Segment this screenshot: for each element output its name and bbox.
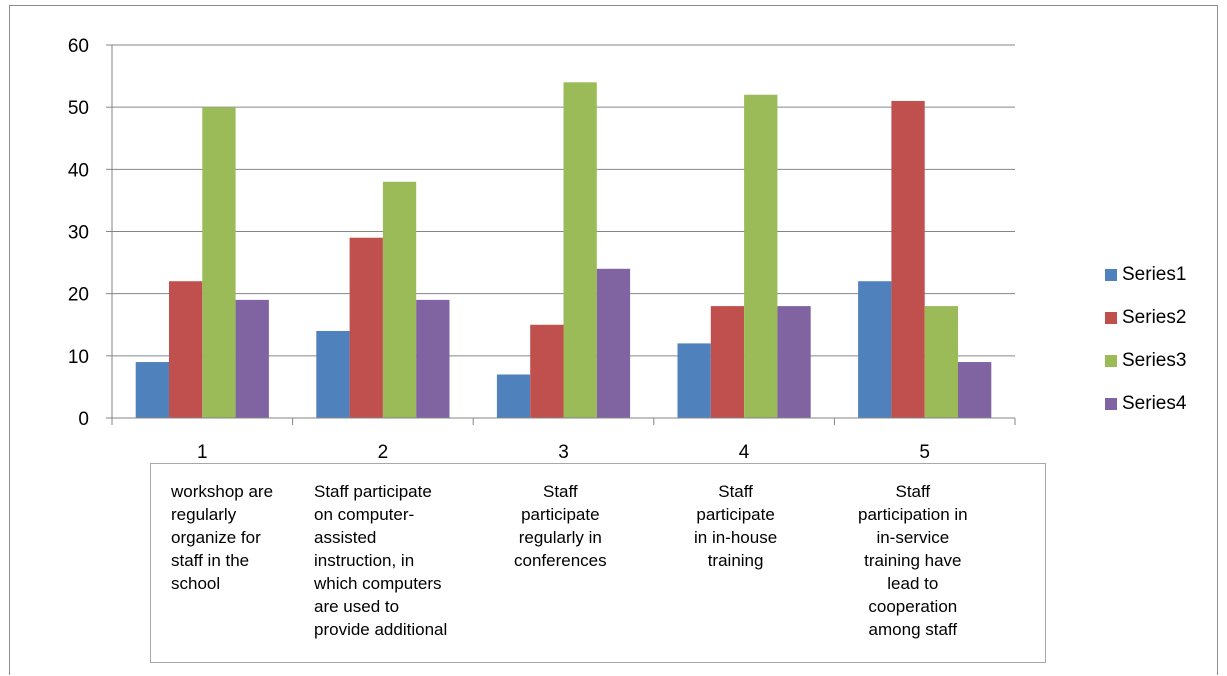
legend-swatch-series3 (1105, 355, 1117, 367)
bar-series3-cat-2 (382, 181, 417, 418)
tick-labels: 0 10 20 30 40 50 60 1 2 3 4 5 (68, 36, 930, 463)
legend-label: Series1 (1122, 264, 1187, 285)
legend-item-series1: Series1 (1105, 262, 1186, 288)
legend-item-series3: Series3 (1105, 348, 1186, 374)
category-note-5: Staff participation in in-service traini… (858, 482, 968, 639)
legend: Series1 Series2 Series3 Series4 (1105, 262, 1186, 434)
bar-series1-cat-4 (677, 343, 711, 418)
bar-series4-cat-4 (777, 306, 811, 418)
category-note-3: Staff participate regularly in conferenc… (514, 482, 607, 570)
bar-series2-cat-4 (710, 306, 745, 418)
y-tick-label: 0 (78, 409, 89, 430)
bar-series4-cat-2 (416, 299, 450, 418)
legend-swatch-series1 (1105, 269, 1117, 281)
bar-series4-cat-5 (958, 362, 992, 418)
bar-series3-cat-4 (744, 94, 778, 418)
category-note-1: workshop are regularly organize for staf… (171, 482, 274, 593)
y-tick-label: 30 (68, 223, 89, 244)
x-tick-label: 4 (739, 442, 750, 463)
legend-label: Series3 (1122, 350, 1187, 371)
bar-series3-cat-3 (563, 82, 597, 419)
bar-series2-cat-1 (169, 281, 203, 418)
chart-frame (9, 5, 1218, 675)
bar-series2-cat-3 (530, 324, 564, 418)
legend-item-series2: Series2 (1105, 305, 1186, 331)
bar-series3-cat-5 (924, 306, 958, 418)
y-tick-label: 50 (68, 98, 89, 119)
bar-series1-cat-2 (316, 330, 350, 418)
bar-series4-cat-3 (596, 268, 631, 418)
category-note-2: Staff participate on computer- assisted … (314, 482, 448, 639)
bar-series3-cat-1 (202, 107, 236, 419)
x-tick-label: 5 (919, 442, 930, 463)
category-note-4: Staff participate in in-house training (694, 482, 778, 570)
x-tick-label: 3 (558, 442, 569, 463)
category-notes-box: workshop are regularly organize for staf… (150, 463, 1046, 663)
bar-series1-cat-3 (496, 374, 531, 418)
legend-item-series4: Series4 (1105, 391, 1186, 417)
legend-label: Series4 (1122, 393, 1187, 414)
x-tick-label: 2 (378, 442, 389, 463)
x-tick-label: 1 (197, 442, 208, 463)
bar-series4-cat-1 (235, 299, 269, 418)
y-tick-label: 20 (68, 285, 89, 306)
legend-swatch-series4 (1105, 398, 1117, 410)
legend-label: Series2 (1122, 307, 1187, 328)
bar-series1-cat-5 (858, 281, 892, 418)
bar-series1-cat-1 (135, 362, 169, 418)
y-tick-label: 10 (68, 347, 89, 368)
axes (106, 44, 1016, 425)
y-tick-label: 40 (68, 160, 89, 181)
legend-swatch-series2 (1105, 312, 1117, 324)
bar-series2-cat-2 (349, 237, 383, 418)
y-tick-label: 60 (68, 36, 89, 57)
bar-series2-cat-5 (891, 100, 925, 418)
bars (135, 82, 992, 419)
